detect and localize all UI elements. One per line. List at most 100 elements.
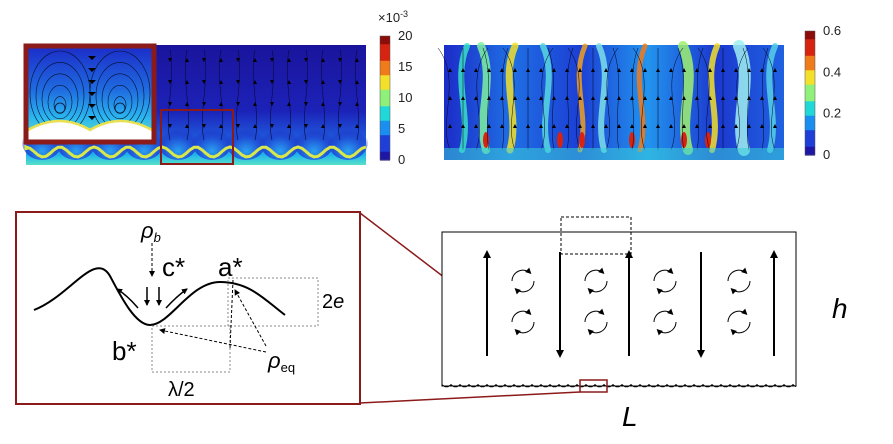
streamline-arrowhead (219, 124, 223, 128)
streamline-arrowhead (734, 124, 738, 128)
streamline-arrowhead (539, 96, 543, 100)
colorbar-segment (380, 60, 390, 64)
domain-wavy-bottom (441, 383, 797, 388)
streamline-arrowhead (721, 96, 725, 100)
streamline-arrowhead (591, 96, 595, 100)
streamline (320, 49, 326, 141)
streamline-arrowhead (565, 68, 569, 72)
colorbar-segment (805, 150, 815, 154)
colorbar-segment (805, 64, 815, 67)
vortex-arc (584, 308, 605, 323)
half-wavelength-guide-box (151, 325, 231, 373)
streamline-arrowhead (219, 102, 223, 106)
streamline-arrowhead (474, 68, 478, 72)
colorbar-segment (380, 145, 390, 149)
rho-eq-arrow-to-b (159, 328, 267, 353)
streamline-arrowhead (253, 80, 257, 84)
colorbar-outline (379, 35, 391, 161)
hot-spot (681, 132, 687, 148)
streamline-arrowhead (760, 96, 764, 100)
colorbar-segment (805, 90, 815, 94)
zoom-inset-wall-edge (27, 119, 153, 132)
colorbar-segment (380, 95, 390, 99)
vortex-arc (730, 280, 751, 295)
colorbar-segment (805, 31, 815, 34)
streamline-arrowhead (185, 58, 189, 62)
colorbar-segment (805, 128, 815, 131)
streamline-arrowhead (682, 96, 686, 100)
colorbar-segment (380, 44, 390, 47)
streamline-arrowhead (287, 58, 291, 62)
streamline-arrowhead (643, 96, 647, 100)
colorbar-segment (805, 136, 815, 140)
colorbar-segment (805, 107, 815, 111)
c-star-curved-arrow-left (116, 288, 139, 309)
streamline-arrowhead (630, 96, 634, 100)
colorbar-segment (380, 155, 390, 159)
right-field-bottom-layer (444, 148, 784, 160)
colorbar-tick-label: 0.6 (823, 23, 841, 38)
colorbar-segment (380, 67, 390, 70)
streamline-arrowhead (513, 68, 517, 72)
colorbar-segment (380, 46, 390, 49)
colorbar-segment (805, 33, 815, 36)
domain-schematic: h L (441, 216, 848, 432)
streamline-arrowhead (565, 124, 569, 128)
colorbar-segment (805, 68, 815, 71)
c-star-label: c* (162, 252, 185, 282)
colorbar-segment (380, 108, 390, 111)
colorbar-segment (380, 62, 390, 66)
colorbar-segment (805, 121, 815, 125)
colorbar-segment (380, 129, 390, 132)
colorbar-tick-label: 0 (823, 147, 830, 162)
streamline-arrowhead (669, 68, 673, 72)
colorbar-right-bar (804, 30, 816, 156)
colorbar-segment (805, 130, 815, 133)
vortex-arc (653, 267, 674, 282)
hot-spot (557, 132, 563, 148)
inset-arrowhead (88, 116, 96, 120)
colorbar-segment (380, 89, 390, 93)
streamline (286, 49, 292, 141)
colorbar-left: ×10-3 20 15 10 5 0 (378, 9, 412, 167)
streamline-arrowhead (236, 102, 240, 106)
streamline-arrowhead (695, 68, 699, 72)
colorbar-segment (380, 110, 390, 114)
streamline-arrowhead (500, 68, 504, 72)
colorbar-outline (804, 30, 816, 156)
colorbar-segment (805, 134, 815, 137)
streamline-arrowhead (461, 68, 465, 72)
vortex-arc (514, 280, 535, 295)
streamline-arrowhead (168, 80, 172, 84)
colorbar-segment (805, 113, 815, 117)
streamline-arrowhead (721, 124, 725, 128)
colorbar-segment (380, 100, 390, 103)
amplitude-guide-box (227, 277, 319, 327)
streamline-arrowhead (734, 96, 738, 100)
streamline-arrowhead (270, 58, 274, 62)
colorbar-segment (380, 91, 390, 95)
amplitude-label: 2e (322, 291, 344, 313)
colorbar-segment (380, 141, 390, 145)
colorbar-segment (380, 71, 390, 74)
streamline-arrowhead (236, 80, 240, 84)
colorbar-segment (380, 151, 390, 155)
colorbar-segment (805, 148, 815, 152)
a-star-label: a* (218, 252, 243, 282)
colorbar-segment (805, 117, 815, 121)
flow-cell-glow (328, 124, 368, 160)
colorbar-segment (380, 54, 390, 58)
streamline-arrowhead (321, 58, 325, 62)
colorbar-segment (805, 51, 815, 55)
colorbar-segment (380, 81, 390, 85)
plume (540, 43, 552, 153)
colorbar-segment (805, 95, 815, 98)
streamline-arrowhead (682, 124, 686, 128)
colorbar-segment (380, 48, 390, 52)
streamline-arrowhead (270, 102, 274, 106)
colorbar-segment (805, 144, 815, 148)
streamline-arrowhead (448, 96, 452, 100)
streamline-arrowhead (185, 102, 189, 106)
streamline-arrowhead (747, 96, 751, 100)
